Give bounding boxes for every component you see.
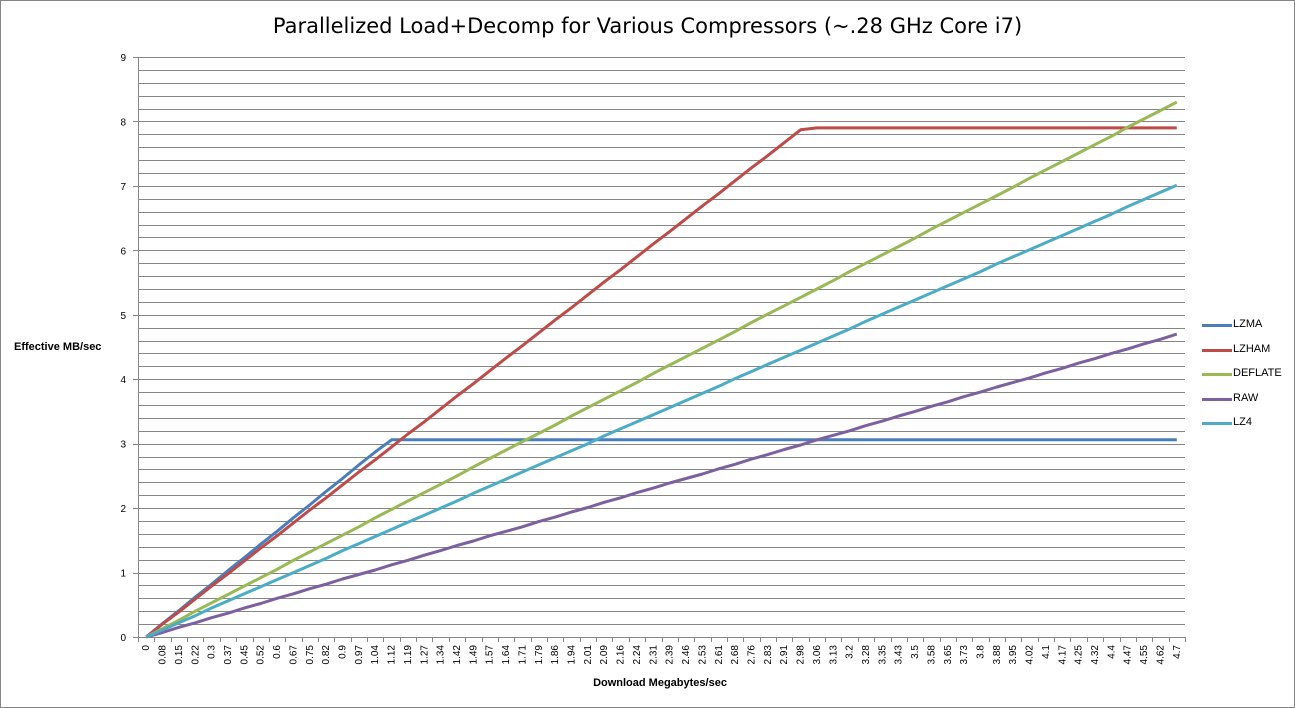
x-tick-label: 3.35 xyxy=(877,645,888,665)
x-tick-label: 0.22 xyxy=(190,645,201,665)
legend-label: RAW xyxy=(1233,391,1259,404)
chart-title: Parallelized Load+Decomp for Various Com… xyxy=(272,14,1023,38)
y-tick-label: 8 xyxy=(120,117,126,128)
x-tick-label: 0.75 xyxy=(305,645,316,665)
x-tick-label: 0.52 xyxy=(256,645,267,665)
x-tick-label: 3.73 xyxy=(959,645,970,665)
x-tick-label: 3.06 xyxy=(812,645,823,665)
legend-swatch xyxy=(1202,373,1232,376)
y-tick-label: 1 xyxy=(120,569,126,580)
y-tick-label: 7 xyxy=(120,182,126,193)
y-axis-label: Effective MB/sec xyxy=(14,341,102,353)
x-tick-label: 2.09 xyxy=(599,645,610,665)
y-tick-label: 9 xyxy=(120,53,126,64)
series-line-deflate xyxy=(145,100,1178,639)
x-tick-label: 1.57 xyxy=(485,645,496,665)
x-tick-label: 0.82 xyxy=(321,645,332,665)
series-line-raw xyxy=(145,332,1178,639)
legend-swatch xyxy=(1202,324,1232,327)
series-line-lz4 xyxy=(145,183,1178,639)
x-tick-label: 4.02 xyxy=(1025,645,1036,665)
x-tick-label: 4.47 xyxy=(1123,645,1134,665)
x-tick-label: 0.37 xyxy=(223,645,234,665)
x-tick-label: 3.95 xyxy=(1008,645,1019,665)
x-tick-label: 2.98 xyxy=(796,645,807,665)
y-tick-label: 5 xyxy=(120,311,126,322)
x-tick-label: 4.17 xyxy=(1057,645,1068,665)
x-tick-label: 1.04 xyxy=(370,645,381,665)
x-tick-label: 2.24 xyxy=(632,645,643,665)
x-tick-label: 0.15 xyxy=(174,645,185,665)
x-tick-label: 1.49 xyxy=(468,645,479,665)
x-tick-label: 4.25 xyxy=(1074,645,1085,665)
x-tick-label: 0.45 xyxy=(239,645,250,665)
x-tick-label: 1.27 xyxy=(419,645,430,665)
x-tick-label: 1.64 xyxy=(501,645,512,665)
x-tick-label: 2.16 xyxy=(616,645,627,665)
y-tick-label: 6 xyxy=(120,246,126,257)
x-tick-label: 3.58 xyxy=(926,645,937,665)
legend-label: DEFLATE xyxy=(1233,367,1282,379)
x-tick-label: 3.65 xyxy=(943,645,954,665)
x-tick-label: 4.7 xyxy=(1172,645,1183,659)
x-tick-label: 2.68 xyxy=(730,645,741,665)
legend-swatch xyxy=(1202,397,1232,401)
x-tick-label: 4.4 xyxy=(1106,645,1117,659)
x-tick-label: 0.3 xyxy=(207,645,218,659)
series-line-lzham xyxy=(145,126,1177,639)
x-tick-label: 4.1 xyxy=(1041,645,1052,659)
x-tick-label: 4.55 xyxy=(1139,645,1150,665)
x-tick-label: 2.01 xyxy=(583,645,594,665)
x-tick-label: 0.9 xyxy=(337,645,348,659)
x-tick-label: 1.42 xyxy=(452,645,463,665)
y-tick-label: 3 xyxy=(120,440,126,451)
x-tick-label: 3.2 xyxy=(845,645,856,659)
x-tick-label: 0.6 xyxy=(272,645,283,659)
x-tick-label: 4.62 xyxy=(1155,645,1166,665)
x-tick-label: 2.53 xyxy=(697,645,708,665)
x-tick-label: 1.71 xyxy=(517,645,528,665)
x-tick-label: 0 xyxy=(141,645,152,651)
x-tick-label: 2.39 xyxy=(665,645,676,665)
x-tick-label: 3.88 xyxy=(992,645,1003,665)
y-tick-label: 4 xyxy=(120,375,126,386)
x-tick-label: 3.43 xyxy=(894,645,905,665)
x-tick-label: 2.31 xyxy=(648,645,659,665)
x-tick-label: 1.86 xyxy=(550,645,561,665)
x-axis-label: Download Megabytes/sec xyxy=(593,677,727,689)
y-tick-label: 2 xyxy=(120,504,126,515)
x-tick-label: 2.61 xyxy=(714,645,725,665)
legend-label: LZHAM xyxy=(1233,342,1271,355)
series-line-lzma xyxy=(145,438,1177,639)
x-tick-label: 1.79 xyxy=(534,645,545,665)
legend-label: LZ4 xyxy=(1233,416,1252,428)
x-tick-label: 3.5 xyxy=(910,645,921,659)
x-tick-label: 3.13 xyxy=(828,645,839,665)
x-tick-label: 2.83 xyxy=(763,645,774,665)
x-tick-label: 4.32 xyxy=(1090,645,1101,665)
x-tick-label: 1.34 xyxy=(436,645,447,665)
legend-swatch xyxy=(1202,422,1232,425)
x-tick-label: 1.12 xyxy=(387,645,398,665)
legend-swatch xyxy=(1202,348,1232,352)
x-tick-label: 2.46 xyxy=(681,645,692,665)
legend-label: LZMA xyxy=(1233,318,1263,330)
y-tick-label: 0 xyxy=(120,633,126,644)
x-tick-label: 0.97 xyxy=(354,645,365,665)
x-tick-label: 2.76 xyxy=(746,645,757,665)
x-tick-label: 3.8 xyxy=(976,645,987,659)
x-tick-label: 0.08 xyxy=(158,645,169,665)
x-tick-label: 1.19 xyxy=(403,645,414,665)
x-tick-label: 0.67 xyxy=(288,645,299,665)
x-tick-label: 1.94 xyxy=(567,645,578,665)
x-tick-label: 2.91 xyxy=(779,645,790,665)
x-tick-label: 3.28 xyxy=(861,645,872,665)
